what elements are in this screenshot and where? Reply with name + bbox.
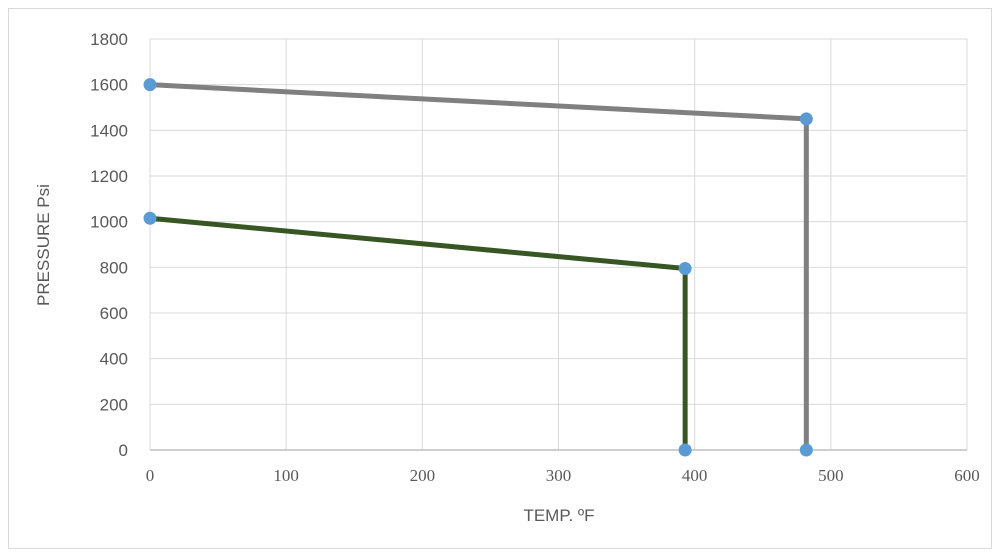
y-tick-label: 1800 [90, 30, 128, 49]
series-2-marker [678, 443, 692, 457]
x-tick-label: 600 [954, 466, 980, 485]
y-tick-label: 1400 [90, 121, 128, 140]
x-tick-label: 0 [146, 466, 155, 485]
series-2-marker [678, 261, 692, 275]
axes [149, 39, 967, 451]
y-axis-title: PRESSURE Psi [34, 184, 53, 306]
x-tick-label: 100 [273, 466, 299, 485]
y-tick-label: 1000 [90, 213, 128, 232]
data-markers [143, 78, 813, 457]
y-tick-label: 400 [100, 350, 128, 369]
x-tick-label: 200 [410, 466, 436, 485]
tick-labels: 0 200 400 600 800 1000 1200 1400 1600 1800 0 100 200… [90, 30, 980, 485]
series-1-marker [143, 78, 157, 92]
y-tick-label: 200 [100, 395, 128, 414]
series-1-marker [799, 443, 813, 457]
x-tick-label: 500 [818, 466, 844, 485]
y-tick-label: 600 [100, 304, 128, 323]
x-axis-title: TEMP. ºF [523, 506, 594, 525]
series-1-marker [799, 112, 813, 126]
chart-frame [8, 8, 992, 549]
y-tick-label: 0 [119, 441, 128, 460]
y-tick-label: 1200 [90, 167, 128, 186]
series-2-line [149, 215, 688, 450]
y-tick-label: 800 [100, 258, 128, 277]
y-tick-label: 1600 [90, 76, 128, 95]
x-tick-label: 300 [546, 466, 572, 485]
x-tick-label: 400 [682, 466, 708, 485]
grid-lines [150, 38, 968, 450]
series-2-marker [143, 211, 157, 225]
